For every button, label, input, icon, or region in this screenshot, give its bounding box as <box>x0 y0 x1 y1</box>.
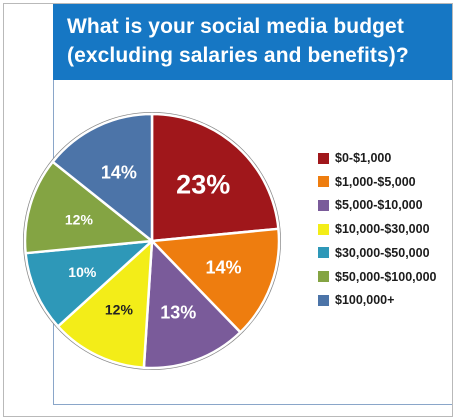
legend-swatch-2 <box>318 199 329 211</box>
legend-item-1: $1,000-$5,000 <box>318 174 416 190</box>
legend-label-2: $5,000-$10,000 <box>335 198 423 213</box>
pie-slice-label-1: 14% <box>205 257 241 277</box>
pie-slice-4 <box>24 239 154 328</box>
pie-slice-label-0: 23% <box>176 170 230 200</box>
legend-label-5: $50,000-$100,000 <box>335 269 437 284</box>
legend-swatch-3 <box>318 223 329 235</box>
pie-slice-1 <box>150 227 281 334</box>
legend-item-6: $100,000+ <box>318 292 394 308</box>
pie-slice-5 <box>23 160 154 255</box>
legend-swatch-6 <box>318 294 329 306</box>
legend-swatch-4 <box>318 247 329 259</box>
legend-swatch-1 <box>318 176 329 188</box>
pie-slice-0 <box>150 112 280 243</box>
legend-item-4: $30,000-$50,000 <box>318 245 430 261</box>
pie-slice-label-5: 12% <box>65 211 94 227</box>
pie-slice-6 <box>51 112 154 243</box>
pie-slice-3 <box>56 239 154 369</box>
pie-slice-label-3: 12% <box>105 302 134 318</box>
legend-item-5: $50,000-$100,000 <box>318 269 436 285</box>
legend-swatch-5 <box>318 271 329 282</box>
pie-slice-label-6: 14% <box>101 162 137 182</box>
legend-swatch-0 <box>318 152 329 164</box>
pie-slice-label-2: 13% <box>160 303 196 323</box>
pie-slice-2 <box>142 239 242 370</box>
legend-label-1: $1,000-$5,000 <box>335 174 416 189</box>
legend-label-0: $0-$1,000 <box>335 151 392 165</box>
chart-header: What is your social media budget (exclud… <box>53 4 452 80</box>
legend-label-3: $10,000-$30,000 <box>335 222 430 237</box>
legend-label-4: $30,000-$50,000 <box>335 245 430 260</box>
legend-label-6: $100,000+ <box>335 293 395 308</box>
chart-title-line-1: What is your social media budget <box>67 15 404 38</box>
legend-item-0: $0-$1,000 <box>318 150 391 166</box>
chart-title: What is your social media budget (exclud… <box>67 12 447 70</box>
pie-slice-label-4: 10% <box>68 264 97 280</box>
legend-item-2: $5,000-$10,000 <box>318 197 423 213</box>
legend-item-3: $10,000-$30,000 <box>318 221 430 237</box>
chart-title-line-2: (excluding salaries and benefits)? <box>67 44 409 67</box>
